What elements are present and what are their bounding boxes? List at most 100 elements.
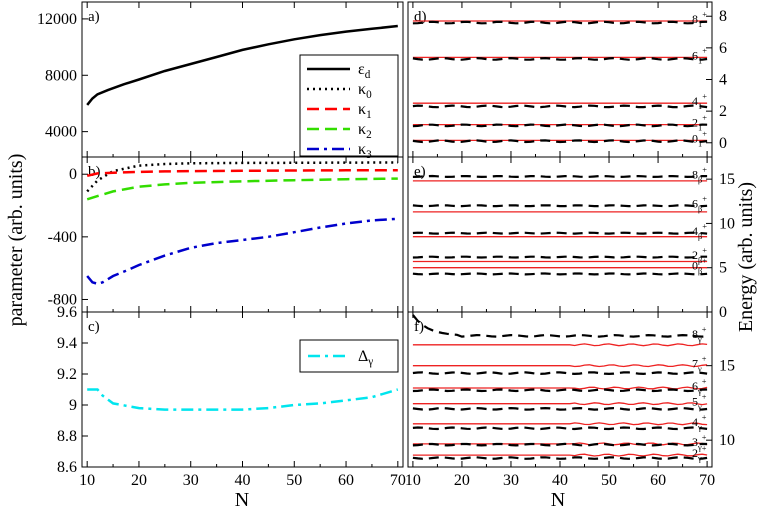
experimental-level-line bbox=[412, 442, 708, 447]
state-label: 2γ+ bbox=[692, 444, 707, 463]
y-tick-label: 0 bbox=[719, 135, 727, 152]
y-tick-label: 8000 bbox=[45, 67, 77, 84]
theory-level-line bbox=[412, 386, 708, 390]
panel-letter: a) bbox=[88, 9, 100, 25]
state-label: 8γ+ bbox=[692, 325, 707, 344]
y-tick-label: 0 bbox=[69, 166, 77, 183]
y-tick-label: 8.8 bbox=[57, 428, 77, 445]
experimental-level-line bbox=[412, 56, 708, 61]
y-tick-label: 4000 bbox=[45, 124, 77, 141]
state-label: 6β+ bbox=[692, 195, 707, 214]
state-label: 8β+ bbox=[692, 165, 707, 184]
experimental-level-line bbox=[412, 231, 708, 235]
y-tick-label: 9.6 bbox=[57, 304, 77, 321]
experimental-level-line bbox=[412, 371, 708, 376]
x-tick-label: 50 bbox=[601, 472, 617, 489]
state-label: 6γ+ bbox=[692, 377, 707, 396]
y-tick-label: 12000 bbox=[37, 11, 77, 28]
series-line-2 bbox=[86, 177, 398, 201]
x-tick-label: 20 bbox=[131, 472, 147, 489]
experimental-level-line bbox=[412, 314, 708, 338]
y-tick-label: 8.6 bbox=[57, 459, 77, 476]
y-tick-label: 10 bbox=[719, 432, 735, 449]
y-tick-label: 4 bbox=[719, 72, 727, 89]
series-line-d bbox=[86, 24, 398, 106]
bottom-axis-label-right: N bbox=[551, 489, 565, 511]
state-label: 7γ+ bbox=[692, 355, 707, 374]
panel-b: 0 -400 -800 b) bbox=[48, 156, 404, 313]
experimental-level-line bbox=[412, 456, 708, 460]
x-tick-label: 60 bbox=[650, 472, 666, 489]
x-tick-label: 70 bbox=[390, 472, 406, 489]
x-tick-label: 60 bbox=[338, 472, 354, 489]
panel-f: 10 20 30 40 50 60 70 10 15 f) 2γ+3γ+4γ+5γ+6γ+ 7γ+ 8γ… bbox=[405, 311, 735, 489]
theory-level-line bbox=[412, 402, 708, 406]
panel-letter: e) bbox=[414, 164, 426, 180]
series-line-0 bbox=[86, 161, 398, 193]
y-tick-label: 10 bbox=[719, 215, 735, 232]
experimental-level-line bbox=[412, 406, 708, 411]
theory-level-line bbox=[412, 364, 708, 368]
y-tick-label: 15 bbox=[719, 358, 735, 375]
y-tick-label: 15 bbox=[719, 171, 735, 188]
experimental-level-line bbox=[412, 272, 708, 276]
state-label: 4β+ bbox=[692, 222, 707, 241]
state-label: 61+ bbox=[692, 46, 707, 65]
experimental-level-line bbox=[412, 174, 708, 179]
theory-level-line bbox=[412, 453, 708, 457]
x-tick-label: 30 bbox=[183, 472, 199, 489]
experimental-level-line bbox=[412, 426, 708, 431]
right-axis-label: Energy (arb. units) bbox=[735, 182, 757, 332]
experimental-level-line bbox=[412, 204, 708, 208]
y-tick-label: 2 bbox=[719, 103, 727, 120]
state-label: 01+ bbox=[692, 129, 707, 148]
plot-area bbox=[412, 314, 708, 460]
y-tick-label: 6 bbox=[719, 40, 727, 57]
state-label: 21+ bbox=[692, 114, 707, 133]
state-label: 81+ bbox=[692, 10, 707, 29]
left-axis-label: parameter (arb. units) bbox=[5, 154, 27, 327]
series-line-1 bbox=[86, 168, 398, 178]
legend-label: κ3 bbox=[358, 141, 372, 161]
x-tick-label: 10 bbox=[405, 472, 421, 489]
x-tick-label: 50 bbox=[286, 472, 302, 489]
y-tick-label: -800 bbox=[48, 291, 77, 308]
theory-level-line bbox=[412, 343, 708, 347]
plot-area bbox=[86, 161, 398, 286]
legend-label: Δγ bbox=[358, 348, 373, 368]
y-tick-label: 9 bbox=[69, 397, 77, 414]
experimental-level-line bbox=[412, 388, 708, 393]
state-label: 0β+ bbox=[692, 257, 707, 276]
panel-letter: f) bbox=[414, 319, 424, 335]
x-tick-label: 40 bbox=[235, 472, 251, 489]
legend-label: εd bbox=[358, 61, 371, 81]
panel-letter: b) bbox=[88, 164, 101, 180]
x-tick-label: 30 bbox=[503, 472, 519, 489]
legend-box bbox=[299, 54, 399, 157]
state-label: 5γ+ bbox=[692, 393, 707, 412]
plot-area bbox=[86, 24, 398, 106]
panel-frame bbox=[407, 1, 713, 158]
panel-c: 10 20 30 40 50 60 70 8.6 8.8 9 9.2 9.4 9.6 c) Δγ bbox=[57, 304, 406, 489]
panel-letter: c) bbox=[88, 319, 100, 335]
experimental-level-line bbox=[412, 255, 708, 259]
series-line-3 bbox=[86, 217, 398, 286]
x-tick-label: 70 bbox=[699, 472, 715, 489]
y-tick-label: 8 bbox=[719, 8, 727, 25]
panel-frame bbox=[81, 311, 404, 468]
legend-label: κ0 bbox=[358, 81, 372, 101]
x-tick-label: 20 bbox=[454, 472, 470, 489]
theory-level-line bbox=[412, 422, 708, 426]
state-label: 3γ+ bbox=[692, 433, 707, 452]
legend-label: κ2 bbox=[358, 121, 372, 141]
y-tick-label: 0 bbox=[719, 304, 727, 321]
state-label: 4γ+ bbox=[692, 413, 707, 432]
experimental-level-line bbox=[412, 104, 708, 109]
x-tick-label: 40 bbox=[552, 472, 568, 489]
y-tick-label: 9.4 bbox=[57, 335, 77, 352]
y-tick-label: 9.2 bbox=[57, 366, 77, 383]
